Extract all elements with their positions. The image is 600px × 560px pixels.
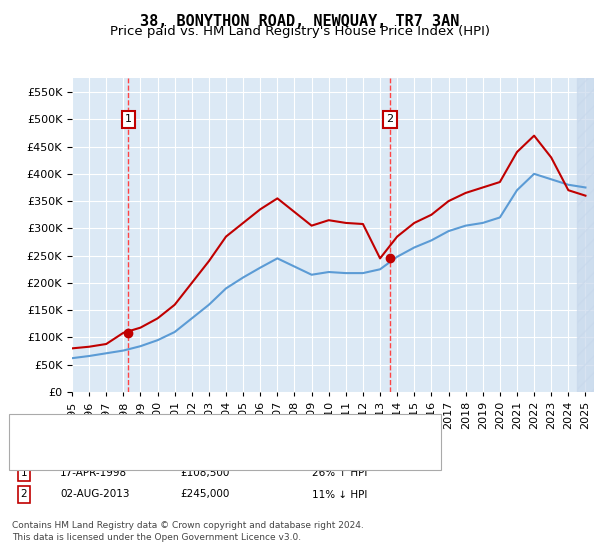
Text: ——: —— xyxy=(24,423,49,436)
Bar xyxy=(577,78,594,392)
Text: 17-APR-1998: 17-APR-1998 xyxy=(60,468,127,478)
Text: £108,500: £108,500 xyxy=(180,468,229,478)
Text: 26% ↑ HPI: 26% ↑ HPI xyxy=(312,468,367,478)
Text: ——: —— xyxy=(24,452,49,466)
Text: 1: 1 xyxy=(20,468,28,478)
Text: 1: 1 xyxy=(125,114,132,124)
Text: 11% ↓ HPI: 11% ↓ HPI xyxy=(312,489,367,500)
Text: Contains HM Land Registry data © Crown copyright and database right 2024.
This d: Contains HM Land Registry data © Crown c… xyxy=(12,521,364,542)
Text: Price paid vs. HM Land Registry's House Price Index (HPI): Price paid vs. HM Land Registry's House … xyxy=(110,25,490,38)
Text: £245,000: £245,000 xyxy=(180,489,229,500)
Text: 2: 2 xyxy=(20,489,28,500)
Text: 38, BONYTHON ROAD, NEWQUAY, TR7 3AN (detached house): 38, BONYTHON ROAD, NEWQUAY, TR7 3AN (det… xyxy=(42,424,383,435)
Text: HPI: Average price, detached house, Cornwall: HPI: Average price, detached house, Corn… xyxy=(42,454,296,464)
Text: 02-AUG-2013: 02-AUG-2013 xyxy=(60,489,130,500)
Text: 2: 2 xyxy=(386,114,394,124)
Text: 38, BONYTHON ROAD, NEWQUAY, TR7 3AN: 38, BONYTHON ROAD, NEWQUAY, TR7 3AN xyxy=(140,14,460,29)
